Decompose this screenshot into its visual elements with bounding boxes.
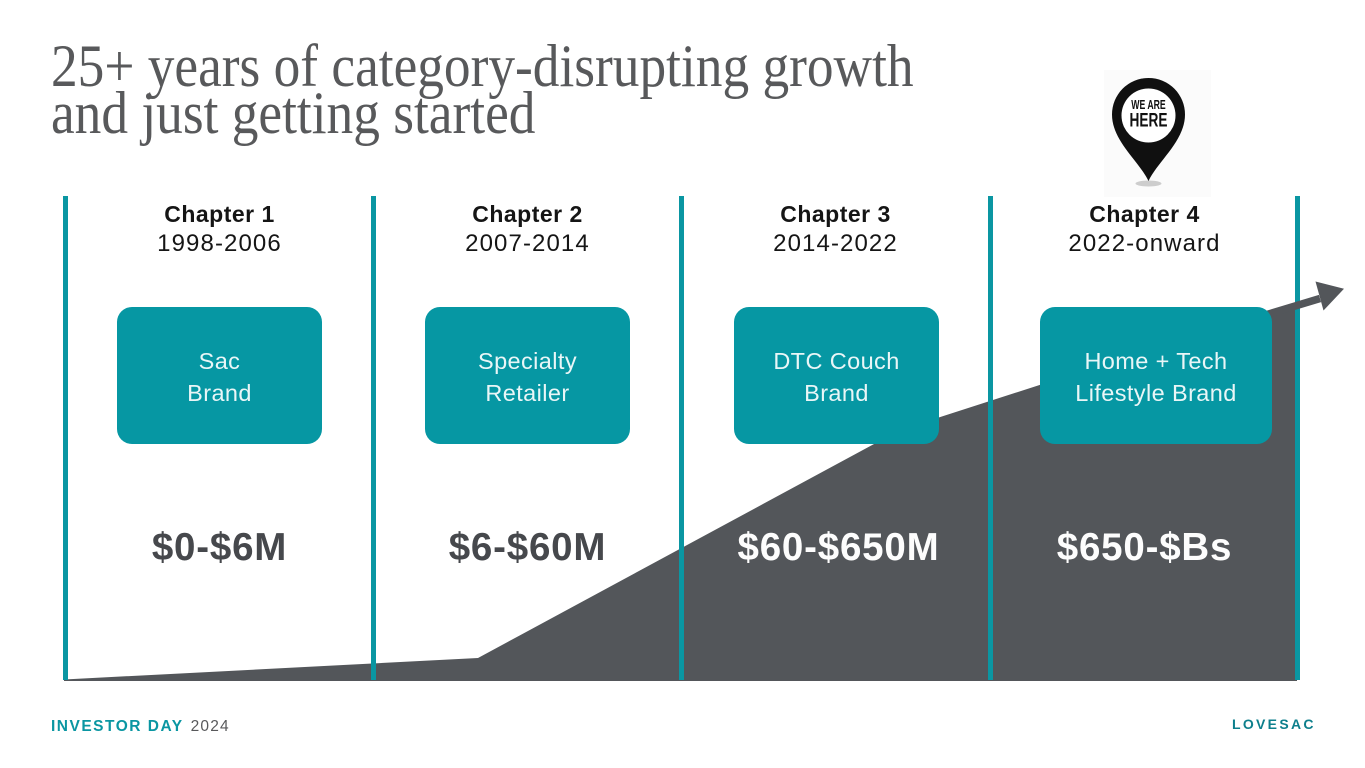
svg-text:WE ARE: WE ARE bbox=[1131, 98, 1165, 112]
svg-text:HERE: HERE bbox=[1130, 109, 1168, 131]
